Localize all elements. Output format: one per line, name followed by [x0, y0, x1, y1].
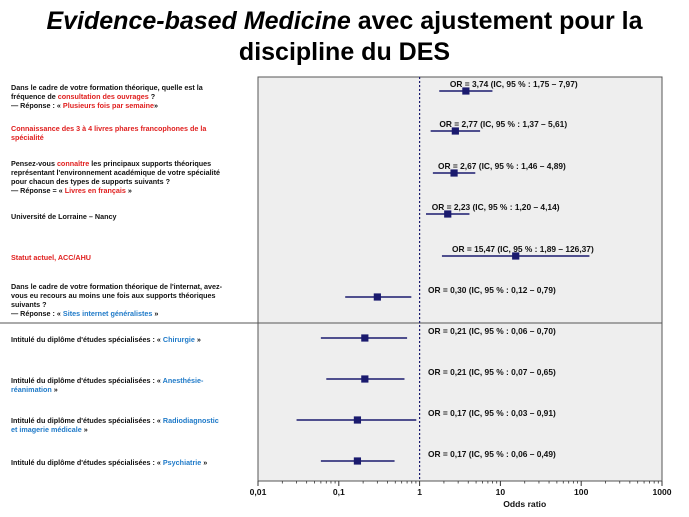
row-label-text: et imagerie médicale: [11, 425, 82, 434]
row-label-text: Université de Lorraine – Nancy: [11, 212, 117, 221]
or-marker: [450, 169, 458, 177]
or-label: OR = 0,30 (IC, 95 % : 0,12 – 0,79): [428, 285, 556, 295]
row-label: Pensez-vous connaître les principaux sup…: [11, 159, 249, 195]
row-label: Intitulé du diplôme d'études spécialisée…: [11, 376, 249, 394]
slide-title: Evidence-based Medicine avec ajustement …: [0, 6, 689, 68]
title-line2: discipline du DES: [238, 38, 451, 66]
or-label: OR = 0,17 (IC, 95 % : 0,03 – 0,91): [428, 408, 556, 418]
or-label: OR = 0,21 (IC, 95 % : 0,06 – 0,70): [428, 326, 556, 336]
row-label: Intitulé du diplôme d'études spécialisée…: [11, 416, 249, 434]
title-italic: Evidence-based Medicine: [46, 7, 351, 35]
row-label-text: les principaux supports théoriques: [89, 159, 212, 168]
row-label-text: Anesthésie-: [162, 376, 204, 385]
or-label: OR = 3,74 (IC, 95 % : 1,75 – 7,97): [450, 79, 578, 89]
row-label-text: consultation des ouvrages: [57, 92, 149, 101]
or-marker: [361, 334, 369, 342]
row-label-text: »: [194, 335, 201, 344]
or-label: OR = 2,77 (IC, 95 % : 1,37 – 5,61): [439, 119, 567, 129]
plot-panel: [257, 76, 663, 482]
row-label-text: Intitulé du diplôme d'études spécialisée…: [11, 416, 163, 425]
or-marker: [353, 416, 362, 424]
row-label-text: Intitulé du diplôme d'études spécialisée…: [11, 376, 163, 385]
row-label-text: vous eu recours au moins une fois aux su…: [11, 291, 216, 300]
x-tick-label: 1000: [652, 487, 671, 497]
x-tick-label: 10: [496, 487, 506, 497]
row-label-text: Connaissance des 3 à 4 livres phares fra…: [11, 124, 207, 133]
row-label: Intitulé du diplôme d'études spécialisée…: [11, 335, 249, 344]
title-rest: avec ajustement pour la: [350, 7, 643, 35]
row-label: Dans le cadre de votre formation théoriq…: [11, 83, 249, 110]
row-label-text: Livres en français: [64, 186, 126, 195]
row-label-text: Dans le cadre de votre formation théoriq…: [11, 282, 222, 291]
row-label-text: Statut actuel, ACC/AHU: [11, 253, 91, 262]
row-label-text: réanimation: [11, 385, 52, 394]
or-marker: [373, 293, 381, 301]
row-label: Université de Lorraine – Nancy: [11, 212, 249, 221]
x-tick-label: 0,1: [333, 487, 345, 497]
row-label-text: »: [154, 101, 159, 110]
or-label: OR = 0,21 (IC, 95 % : 0,07 – 0,65): [428, 367, 556, 377]
or-marker: [444, 210, 452, 218]
row-label-text: pour chacun des types de supports suivan…: [11, 177, 170, 186]
row-label-text: »: [81, 425, 88, 434]
or-marker: [462, 87, 470, 95]
row-label-text: Intitulé du diplôme d'études spécialisée…: [11, 458, 163, 467]
row-label-text: spécialité: [11, 133, 44, 142]
row-label-text: Intitulé du diplôme d'études spécialisée…: [11, 335, 163, 344]
or-label: OR = 0,17 (IC, 95 % : 0,06 – 0,49): [428, 449, 556, 459]
or-marker: [361, 375, 369, 383]
row-label-text: Dans le cadre de votre formation théoriq…: [11, 83, 203, 92]
x-tick-label: 0,01: [250, 487, 267, 497]
row-label-text: »: [201, 458, 208, 467]
row-label-text: suivants ?: [11, 300, 47, 309]
row-label-text: Psychiatrie: [162, 458, 202, 467]
or-marker: [353, 457, 362, 465]
row-label: Dans le cadre de votre formation théoriq…: [11, 282, 249, 318]
row-label-text: représentant l'environnement académique …: [11, 168, 221, 177]
x-tick-label: 1: [417, 487, 422, 497]
or-label: OR = 2,23 (IC, 95 % : 1,20 – 4,14): [432, 202, 560, 212]
row-label-text: »: [152, 309, 159, 318]
row-label: Intitulé du diplôme d'études spécialisée…: [11, 458, 249, 467]
or-marker: [512, 252, 520, 260]
row-label: Statut actuel, ACC/AHU: [11, 253, 249, 262]
row-label-text: — Réponse : «: [11, 101, 63, 110]
x-axis-label: Odds ratio: [503, 499, 546, 509]
x-tick-label: 100: [574, 487, 589, 497]
row-label: Connaissance des 3 à 4 livres phares fra…: [11, 124, 249, 142]
row-label-text: »: [51, 385, 58, 394]
row-label-text: — Réponse = «: [11, 186, 65, 195]
row-label-text: — Réponse : «: [11, 309, 63, 318]
or-label: OR = 2,67 (IC, 95 % : 1,46 – 4,89): [438, 161, 566, 171]
row-label-text: Sites internet généralistes: [62, 309, 153, 318]
or-label: OR = 15,47 (IC, 95 % : 1,89 – 126,37): [452, 244, 594, 254]
row-label-text: Chirurgie: [162, 335, 195, 344]
row-label-text: Radiodiagnostic: [162, 416, 219, 425]
row-label-text: Plusieurs fois par semaine: [62, 101, 155, 110]
row-label-text: connaître: [56, 159, 90, 168]
row-label-text: Pensez-vous: [11, 159, 57, 168]
or-marker: [451, 127, 459, 135]
row-label-text: ?: [148, 92, 156, 101]
row-label-text: »: [125, 186, 132, 195]
row-label-text: fréquence de: [11, 92, 58, 101]
